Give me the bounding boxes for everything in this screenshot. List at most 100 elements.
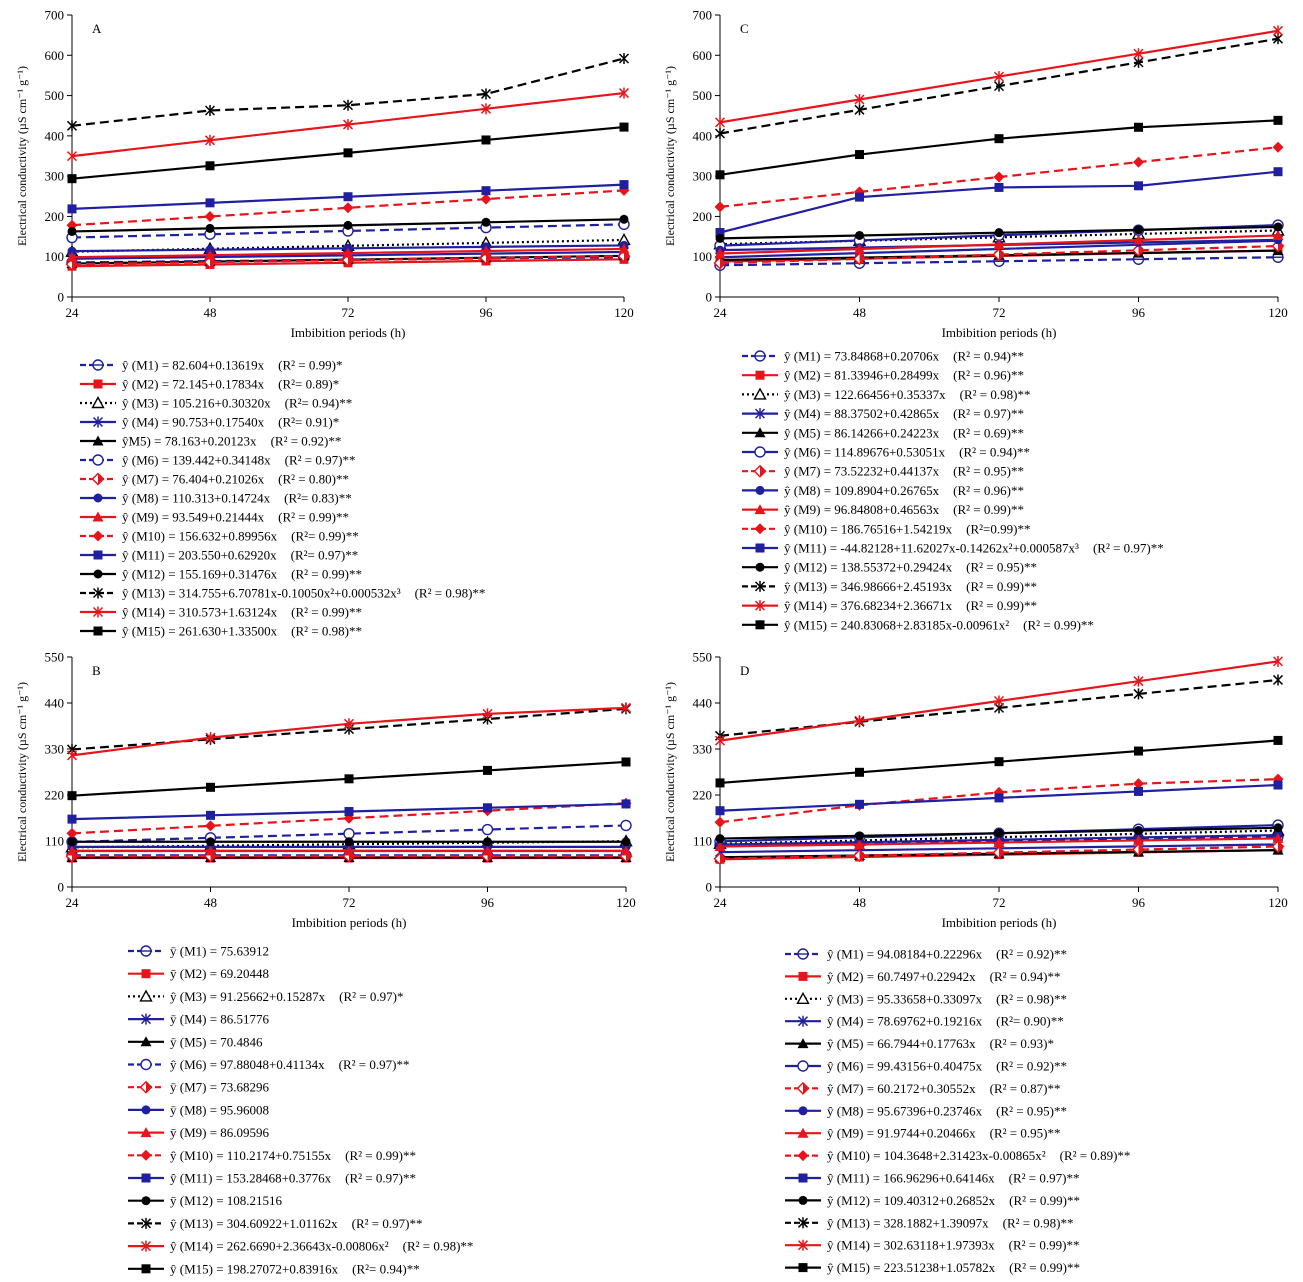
chart-d-point-m13	[1272, 674, 1284, 686]
chart-c-x-tick-label: 48	[853, 305, 866, 320]
chart-c-series-m9	[714, 229, 1284, 258]
chart-b-legend-label: ŷ (M13) = 304.60922+1.01162x (R² = 0.97)*…	[170, 1216, 422, 1231]
chart-a-legend-equation: ŷ (M14) = 310.573+1.63124x	[122, 605, 278, 620]
chart-c-series-m7	[713, 239, 1285, 270]
chart-a-point-m13	[66, 120, 78, 132]
chart-a-legend-marker	[92, 606, 104, 618]
chart-c-point-m11	[994, 182, 1004, 192]
chart-d-point-m9	[714, 840, 726, 851]
chart-a-point-m14	[342, 119, 354, 131]
chart-b-legend-item-m14: ŷ (M14) = 262.6690+2.36643x-0.00806x² (R²…	[128, 1239, 473, 1254]
chart-d-legend-equation: ŷ (M2) = 60.7497+0.22942x	[827, 969, 976, 984]
chart-a-y-tick-label: 700	[45, 8, 65, 23]
chart-d-legend-r2: (R² = 0.93)*	[990, 1036, 1054, 1051]
chart-b-legend-label: ȳ (M8) = 95.96008	[170, 1102, 269, 1117]
chart-d-legend-r2: (R² = 0.87)**	[990, 1081, 1061, 1096]
chart-b-point-m11	[67, 814, 77, 824]
chart-d-legend-item-m14: ŷ (M14) = 302.63118+1.97393x (R² = 0.99)*…	[785, 1238, 1079, 1253]
chart-b-legend-label: ȳ (M12) = 108.21516	[170, 1193, 283, 1208]
chart-d-legend-label: ŷ (M6) = 99.43156+0.40475x (R² = 0.92)**	[827, 1059, 1067, 1074]
chart-c-legend-marker	[755, 620, 765, 630]
chart-c-legend-equation: ŷ (M8) = 109.8904+0.26765x	[784, 483, 940, 498]
chart-d-y-tick-label: 110	[693, 834, 712, 849]
chart-d-legend-item-m8: ŷ (M8) = 95.67396+0.23746x (R² = 0.95)**	[785, 1103, 1067, 1118]
chart-c-legend-item-m11: ŷ (M11) = -44.82128+11.62027x-0.14262x²+…	[742, 541, 1164, 556]
chart-d-legend-equation: ŷ (M5) = 66.7944+0.17763x	[827, 1036, 976, 1051]
chart-c-legend-marker	[755, 562, 765, 572]
chart-a-point-m11	[205, 198, 215, 208]
chart-a-point-m13	[342, 99, 354, 111]
chart-c-legend-label: ŷ (M12) = 138.55372+0.29424x (R² = 0.95)*…	[784, 560, 1037, 575]
chart-b-y-tick-label: 220	[45, 788, 65, 803]
chart-d-legend-equation: ŷ (M4) = 78.69762+0.19216x	[827, 1014, 983, 1029]
chart-d-series-m9	[714, 832, 1284, 851]
chart-c-x-tick-label: 24	[714, 305, 728, 320]
chart-a-point-m14	[204, 134, 216, 146]
chart-a-legend-r2: (R² = 0.99)**	[278, 510, 349, 525]
chart-d-legend-marker	[796, 1081, 810, 1095]
chart-a-line-m7	[71, 254, 625, 266]
chart-b-legend-label: ŷ (M14) = 262.6690+2.36643x-0.00806x² (R²…	[170, 1239, 473, 1254]
chart-d-legend-marker	[798, 1106, 808, 1116]
chart-a-legend-equation: ŷ (M2) = 72.145+0.17834x	[122, 377, 265, 392]
chart-a-legend-equation: ŷ (M4) = 90.753+0.17540x	[122, 415, 265, 430]
chart-b-legend-marker	[139, 1080, 153, 1094]
chart-c-legend-r2: (R² = 0.97)**	[953, 406, 1024, 421]
chart-d-legend-r2: (R² = 0.99)**	[1009, 1260, 1080, 1275]
chart-d-legend-marker	[797, 1239, 809, 1251]
chart-c-legend-label: ŷ (M4) = 88.37502+0.42865x (R² = 0.97)**	[784, 406, 1024, 421]
chart-a-legend-r2: (R² = 0.92)**	[271, 434, 342, 449]
chart-a-legend-label: ŷ (M11) = 203.550+0.62920x (R²= 0.97)**	[122, 548, 358, 563]
chart-b-legend-equation: ȳ (M1) = 75.63912	[170, 944, 269, 959]
chart-b-legend-label: ŷ (M15) = 198.27072+0.83916x (R²= 0.94)**	[170, 1261, 420, 1276]
chart-b-legend-label: ȳ (M9) = 86.09596	[170, 1125, 270, 1140]
chart-a-legend-equation: ŷ (M12) = 155.169+0.31476x	[122, 567, 278, 582]
chart-a-legend-item-m8: ŷ (M8) = 110.313+0.14724x (R²= 0.83)**	[80, 491, 352, 506]
chart-c-legend-item-m2: ŷ (M2) = 81.33946+0.28499x (R² = 0.96)**	[742, 368, 1024, 383]
chart-a-point-m10	[342, 202, 354, 214]
chart-c-legend-r2: (R² = 0.96)**	[953, 483, 1024, 498]
chart-b-legend-equation: ŷ (M3) = 91.25662+0.15287x	[170, 989, 326, 1004]
chart-a-point-m11	[343, 192, 353, 202]
chart-d-legend-label: ŷ (M2) = 60.7497+0.22942x (R² = 0.94)**	[827, 969, 1060, 984]
chart-d-legend-marker	[797, 1217, 809, 1229]
chart-c-point-m14	[1133, 48, 1144, 60]
chart-a-legend-r2: (R²= 0.99)**	[291, 529, 359, 544]
chart-c-point-m14	[854, 93, 865, 105]
chart-b-legend-marker	[140, 1240, 152, 1252]
chart-b-series-m11	[67, 799, 631, 824]
chart-a-point-m13	[618, 53, 630, 65]
chart-c-point-m10	[714, 201, 726, 213]
chart-b-x-tick-label: 24	[66, 895, 80, 910]
chart-a-legend-item-m5: ŷM5) = 78.163+0.20123x (R² = 0.92)**	[80, 434, 341, 449]
chart-a-legend-marker	[93, 569, 103, 579]
chart-c-legend-equation: ŷ (M10) = 186.76516+1.54219x	[784, 521, 953, 536]
chart-a-point-m14	[66, 150, 78, 162]
chart-d-legend-label: ŷ (M15) = 223.51238+1.05782x (R² = 0.99)*…	[827, 1260, 1080, 1275]
chart-b-point-m14	[482, 708, 493, 720]
chart-a-point-m13	[204, 104, 216, 116]
chart-a-legend-equation: ŷ (M11) = 203.550+0.62920x	[122, 548, 277, 563]
chart-c-legend-marker	[755, 543, 765, 553]
chart-b-point-m6	[620, 819, 632, 832]
chart-c-legend-equation: ŷ (M11) = -44.82128+11.62027x-0.14262x²+…	[784, 541, 1079, 556]
chart-c-x-tick-label: 72	[993, 305, 1006, 320]
chart-c-x-tick-label: 120	[1268, 305, 1288, 320]
chart-c-point-m9	[714, 247, 726, 258]
chart-b-legend-item-m1: ȳ (M1) = 75.63912	[128, 944, 269, 959]
chart-a-legend-item-m14: ŷ (M14) = 310.573+1.63124x (R² = 0.99)**	[80, 605, 362, 620]
chart-a-x-tick-label: 48	[204, 305, 217, 320]
chart-a-legend-r2: (R² = 0.97)**	[285, 453, 356, 468]
chart-c-legend-item-m3: ŷ (M3) = 122.66456+0.35337x (R² = 0.98)**	[742, 387, 1030, 402]
chart-c-legend-r2: (R² = 0.94)**	[959, 445, 1030, 460]
chart-c-y-tick-label: 600	[693, 48, 713, 63]
chart-c-point-m15	[715, 170, 725, 180]
chart-d-point-m7	[1132, 843, 1145, 857]
chart-b-legend-label: ȳ (M1) = 75.63912	[170, 944, 269, 959]
chart-a-point-m11	[619, 180, 629, 190]
chart-d-point-m7-half	[859, 850, 865, 862]
chart-d-legend-marker	[797, 1060, 809, 1072]
chart-c-point-m7-half	[999, 249, 1005, 261]
chart-d-point-m12	[1134, 825, 1143, 835]
chart-c-legend-marker	[754, 408, 766, 420]
